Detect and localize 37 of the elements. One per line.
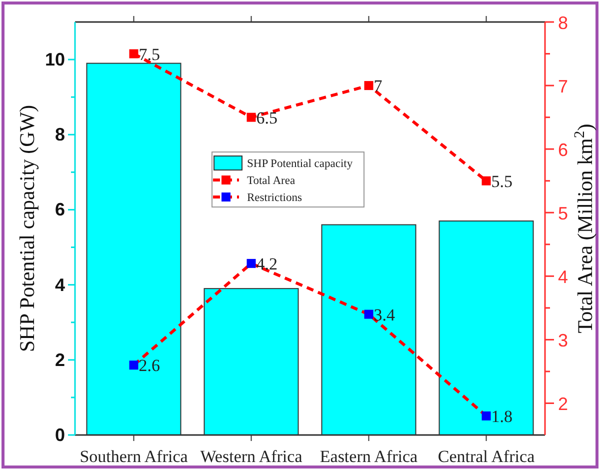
x-tick-label: Eastern Africa xyxy=(320,447,418,466)
data-label: 4.2 xyxy=(256,254,278,274)
point xyxy=(482,176,491,186)
legend-label: Total Area xyxy=(247,175,296,187)
y-tick-label: 8 xyxy=(54,124,65,145)
y2-tick-label: 5 xyxy=(558,204,568,224)
data-label: 6.5 xyxy=(256,108,278,128)
data-label: 2.6 xyxy=(138,356,160,376)
point xyxy=(129,360,138,370)
data-label: 7 xyxy=(374,76,383,96)
point xyxy=(364,310,374,319)
y2-tick-label: 2 xyxy=(558,394,568,414)
data-label: 1.8 xyxy=(491,406,512,426)
legend-label: SHP Potential capacity xyxy=(247,158,353,170)
point xyxy=(246,258,256,268)
data-label: 5.5 xyxy=(491,172,512,191)
data-label: 7.5 xyxy=(138,44,160,64)
data-label: 3.4 xyxy=(374,305,396,324)
y-tick-label: 4 xyxy=(54,274,65,295)
point xyxy=(482,411,491,420)
point xyxy=(364,81,374,90)
y2-tick-label: 7 xyxy=(558,76,568,97)
y2-tick-label: 8 xyxy=(558,13,568,33)
y-axis-title: SHP Potential capacity (GW) xyxy=(15,104,39,352)
y2-tick-label: 3 xyxy=(558,330,568,351)
point xyxy=(129,49,138,58)
point xyxy=(246,112,256,122)
y-tick-label: 10 xyxy=(44,50,65,70)
y2-tick-label: 6 xyxy=(558,140,568,160)
y-tick-label: 2 xyxy=(54,350,65,370)
legend-label: Restrictions xyxy=(247,192,302,204)
y-tick-label: 0 xyxy=(54,425,65,445)
x-tick-label: Central Africa xyxy=(438,447,536,466)
y2-tick-label: 4 xyxy=(558,267,568,288)
x-tick-label: Southern Africa xyxy=(80,447,188,466)
x-tick-label: Western Africa xyxy=(200,447,303,466)
y-tick-label: 6 xyxy=(54,200,65,220)
